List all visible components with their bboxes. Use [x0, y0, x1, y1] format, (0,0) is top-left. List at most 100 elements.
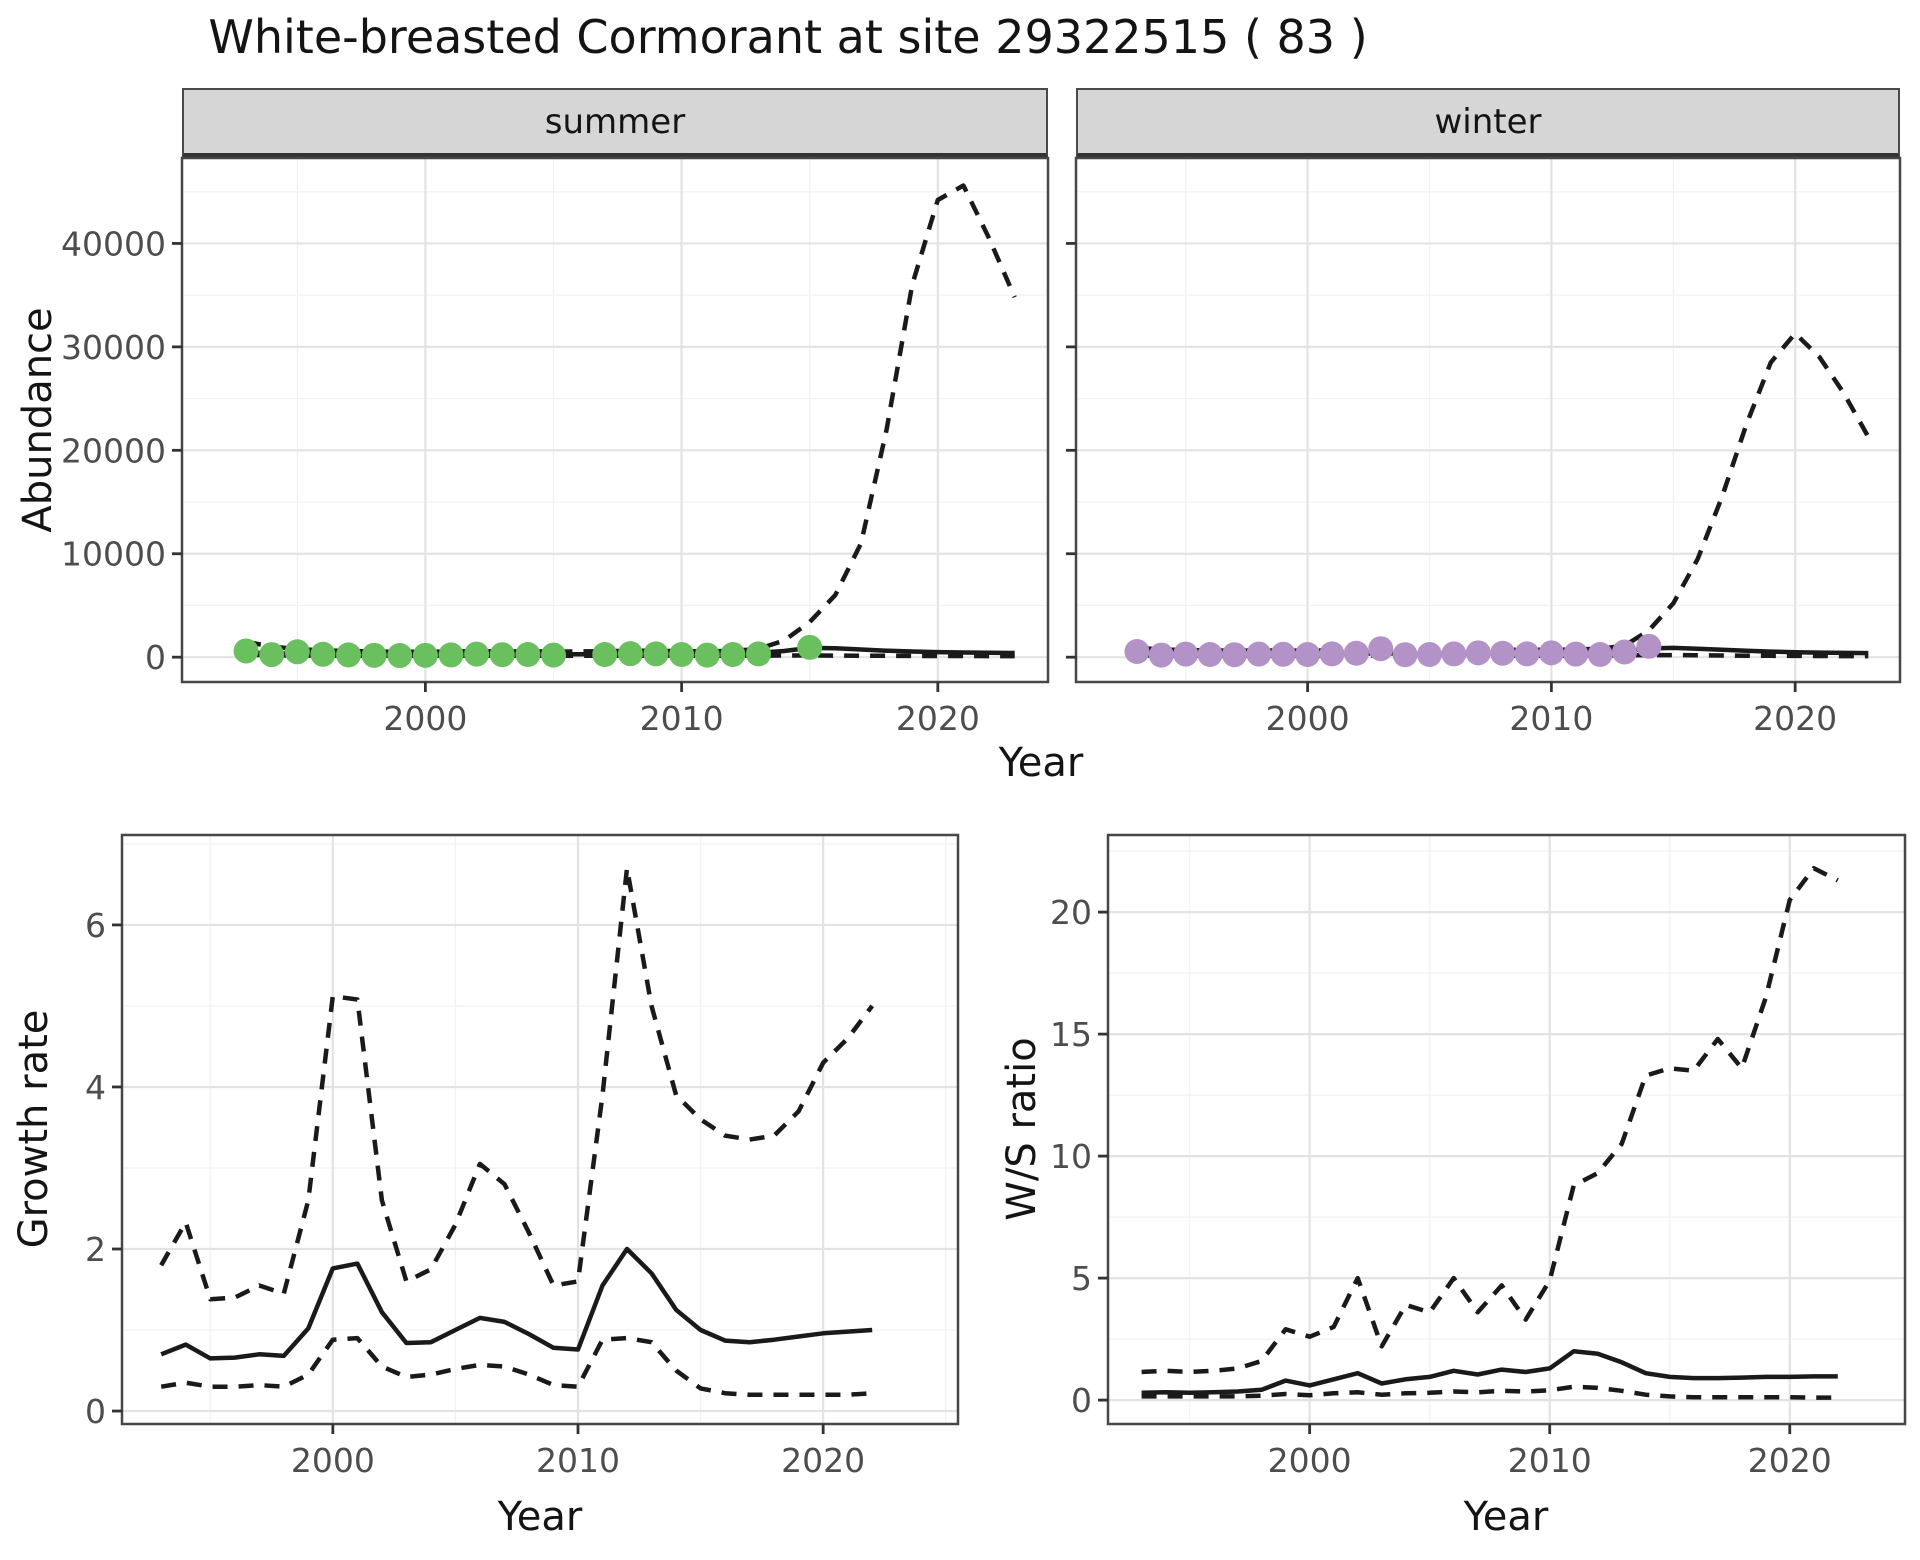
series-line-lower-ci	[1141, 1384, 1838, 1400]
data-point	[1514, 641, 1540, 667]
y-tick-label: 15	[1050, 1015, 1092, 1054]
series-ws-ratio	[1141, 865, 1839, 1400]
data-point	[1538, 640, 1564, 666]
y-tick-label: 0	[1071, 1381, 1092, 1420]
facet-strip-summer-label: summer	[544, 101, 686, 142]
x-axis-title-ws-ratio: Year	[1463, 1494, 1549, 1540]
data-point	[797, 634, 823, 660]
series-growth-rate	[159, 865, 874, 1398]
y-tick-label: 0	[85, 1392, 106, 1431]
y-tick-label: 10	[1050, 1137, 1092, 1176]
y-tick-label: 30000	[61, 328, 166, 367]
data-point	[1319, 641, 1345, 667]
data-point	[1246, 641, 1272, 667]
x-tick-label: 2000	[1266, 699, 1350, 738]
data-point	[412, 642, 438, 668]
x-tick-label: 2000	[383, 699, 467, 738]
data-point	[284, 639, 310, 665]
panel-border	[180, 156, 1050, 684]
y-tick-label: 4	[85, 1068, 106, 1107]
data-point	[1343, 640, 1369, 666]
gridlines-ws-ratio	[1108, 835, 1905, 1424]
panel-growth-rate: 2000 2010 2020 0 2 4 6	[85, 833, 960, 1480]
series-abundance-winter	[1124, 331, 1871, 668]
data-point	[1416, 641, 1442, 667]
data-point	[745, 641, 771, 667]
y-tick-label: 6	[85, 906, 106, 945]
data-point	[592, 641, 618, 667]
y-tick-label: 40000	[61, 224, 166, 263]
data-point	[694, 642, 720, 668]
facet-strip-winter-label: winter	[1434, 101, 1542, 142]
y-tick-label: 0	[145, 638, 166, 677]
gridlines-growth-rate	[122, 835, 958, 1424]
x-tick-label: 2010	[1508, 1441, 1592, 1480]
y-tick-label: 10000	[61, 535, 166, 574]
data-point	[1563, 641, 1589, 667]
data-point	[259, 642, 285, 668]
data-point	[1197, 641, 1223, 667]
panel-border	[1074, 156, 1902, 684]
axis-abundance-winter: 2000 2010 2020	[1066, 242, 1837, 738]
data-point	[1173, 641, 1199, 667]
series-line-upper-ci	[245, 183, 1017, 655]
series-line-lower-ci	[160, 1335, 873, 1398]
y-tick-label: 20	[1050, 893, 1092, 932]
x-tick-label: 2010	[1509, 699, 1593, 738]
x-tick-label: 2010	[640, 699, 724, 738]
data-point	[1587, 641, 1613, 667]
data-point	[617, 641, 643, 667]
data-point	[541, 642, 567, 668]
x-tick-label: 2020	[896, 699, 980, 738]
y-tick-label: 2	[85, 1230, 106, 1269]
data-point	[1490, 640, 1516, 666]
panel-abundance-winter: 2000 2010 2020	[1066, 156, 1902, 738]
facet-strip-winter: winter	[1076, 88, 1900, 158]
series-line-fit	[1141, 1349, 1838, 1396]
panel-border	[120, 833, 960, 1426]
data-point	[464, 641, 490, 667]
data-point	[1392, 642, 1418, 668]
observed-points	[233, 634, 823, 669]
series-line-upper-ci	[159, 865, 874, 1302]
panel-ws-ratio: 2000 2010 2020 0 5 10 15 20	[1050, 833, 1907, 1480]
data-point	[387, 643, 413, 669]
panel-border	[1106, 833, 1907, 1426]
data-point	[361, 642, 387, 668]
data-point	[1368, 636, 1394, 662]
panel-abundance-summer: 2000 2010 2020 0 10000 20000 30000 40000	[61, 156, 1050, 738]
x-tick-label: 2010	[536, 1441, 620, 1480]
data-point	[515, 641, 541, 667]
data-point	[1221, 642, 1247, 668]
data-point	[669, 641, 695, 667]
data-point	[1270, 641, 1296, 667]
data-point	[1148, 642, 1174, 668]
data-point	[1612, 639, 1638, 665]
data-point	[1465, 640, 1491, 666]
facet-strip-summer: summer	[182, 88, 1048, 158]
x-tick-label: 2000	[291, 1441, 375, 1480]
axis-growth-rate: 2000 2010 2020 0 2 4 6	[85, 906, 865, 1480]
y-tick-label: 20000	[61, 431, 166, 470]
axis-ws-ratio: 2000 2010 2020 0 5 10 15 20	[1050, 893, 1832, 1480]
data-point	[233, 638, 259, 664]
x-axis-title-growth-rate: Year	[497, 1494, 583, 1540]
data-point	[1295, 641, 1321, 667]
observed-points	[1124, 633, 1662, 668]
data-point	[489, 642, 515, 668]
data-point	[1636, 633, 1662, 659]
axis-abundance-summer: 2000 2010 2020 0 10000 20000 30000 40000	[61, 224, 980, 738]
series-line-upper-ci	[1141, 865, 1839, 1375]
x-tick-label: 2020	[1753, 699, 1837, 738]
x-tick-label: 2000	[1268, 1441, 1352, 1480]
x-tick-label: 2020	[781, 1441, 865, 1480]
data-point	[310, 641, 336, 667]
data-point	[1124, 638, 1150, 664]
series-abundance-summer	[233, 183, 1017, 669]
data-point	[643, 641, 669, 667]
x-tick-label: 2020	[1748, 1441, 1832, 1480]
page-title: White-breasted Cormorant at site 2932251…	[208, 10, 1368, 64]
data-point	[336, 642, 362, 668]
